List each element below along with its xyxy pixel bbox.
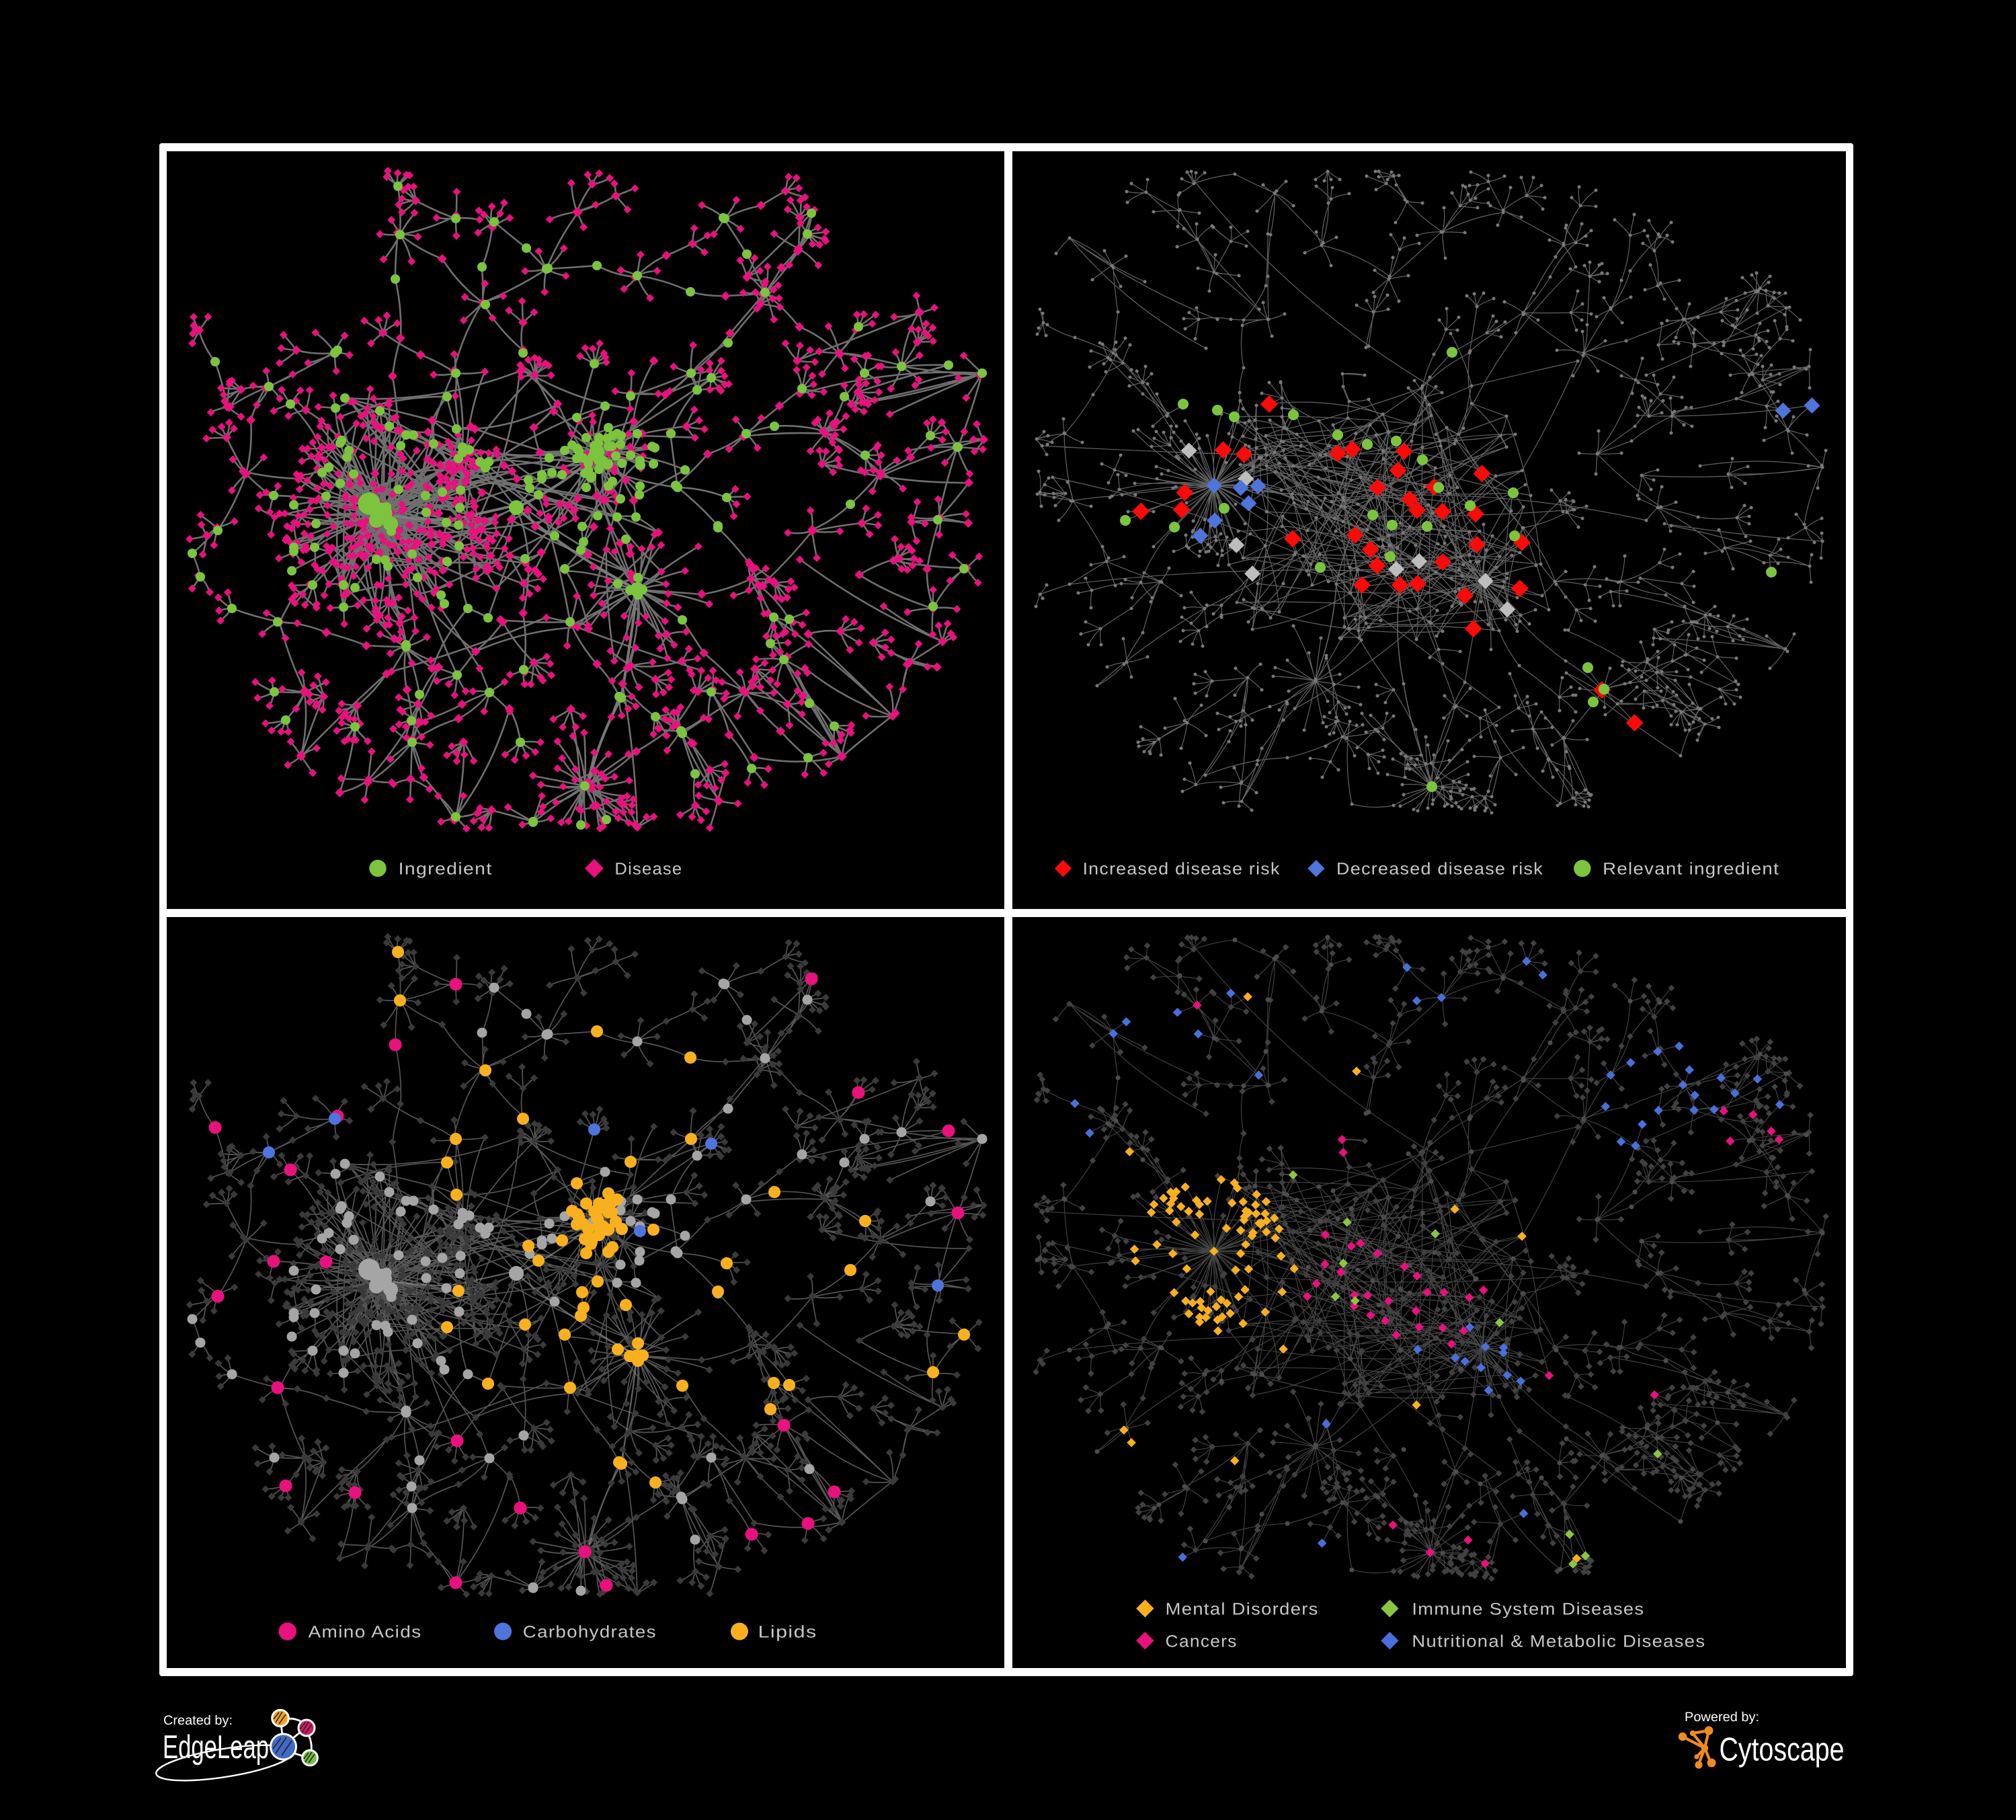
svg-text:Lipids: Lipids bbox=[758, 1623, 817, 1642]
svg-text:Increased disease risk: Increased disease risk bbox=[1083, 860, 1281, 879]
svg-text:Decreased disease risk: Decreased disease risk bbox=[1336, 860, 1543, 879]
svg-text:Powered by:: Powered by: bbox=[1685, 1710, 1759, 1725]
svg-text:Mental Disorders: Mental Disorders bbox=[1166, 1599, 1319, 1618]
svg-text:Disease: Disease bbox=[614, 860, 682, 879]
svg-text:Created by:: Created by: bbox=[163, 1713, 233, 1728]
svg-text:Relevant ingredient: Relevant ingredient bbox=[1603, 860, 1779, 879]
svg-text:Immune System Diseases: Immune System Diseases bbox=[1412, 1599, 1644, 1618]
svg-text:Cancers: Cancers bbox=[1166, 1632, 1238, 1651]
svg-text:Nutritional & Metabolic Diseas: Nutritional & Metabolic Diseases bbox=[1412, 1632, 1705, 1651]
svg-text:Amino Acids: Amino Acids bbox=[309, 1623, 422, 1642]
svg-text:EdgeLeap: EdgeLeap bbox=[163, 1729, 269, 1766]
svg-text:Carbohydrates: Carbohydrates bbox=[523, 1623, 657, 1642]
svg-text:Ingredient: Ingredient bbox=[399, 860, 493, 879]
svg-text:Cytoscape: Cytoscape bbox=[1720, 1731, 1845, 1768]
